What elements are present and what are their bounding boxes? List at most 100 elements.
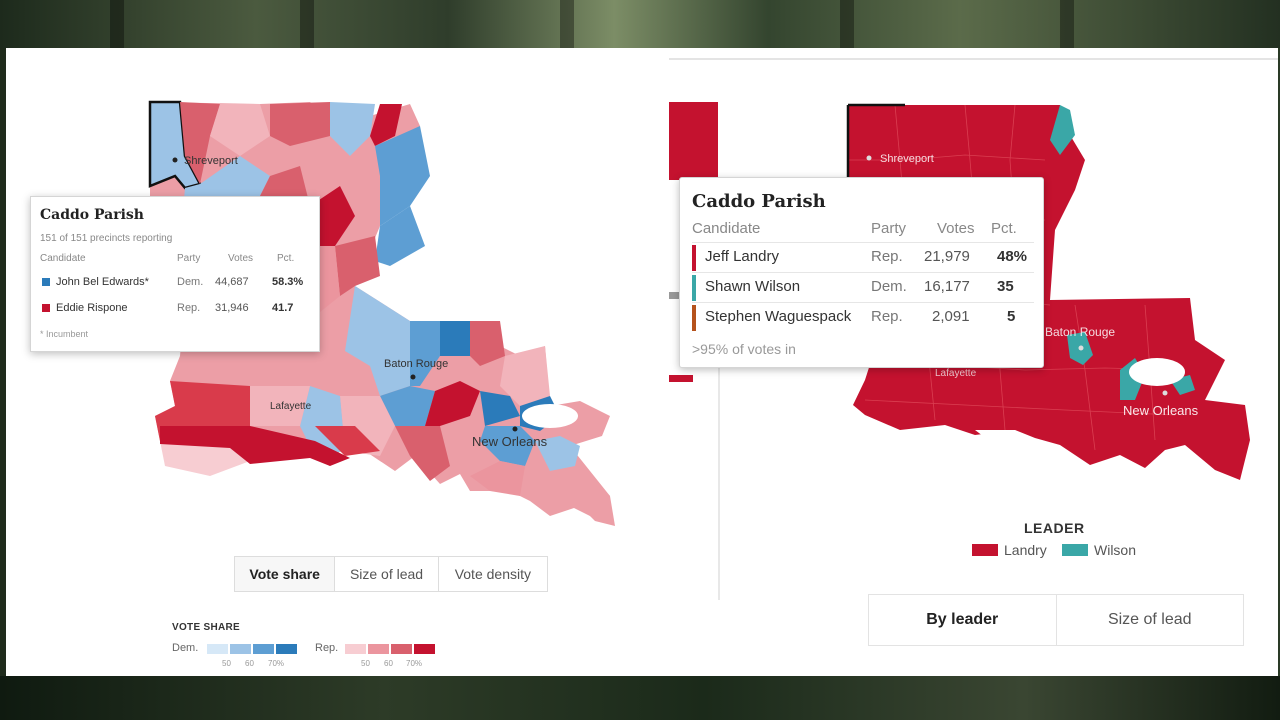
candidate-votes: 44,687 bbox=[215, 276, 249, 288]
candidate-party: Rep. bbox=[177, 302, 201, 314]
legend-dem-swatch bbox=[276, 644, 297, 654]
popup-title: Caddo Parish bbox=[692, 191, 826, 212]
legend-rep-swatch bbox=[345, 644, 366, 654]
party-swatch bbox=[42, 304, 50, 312]
candidate-party: Rep. bbox=[871, 308, 903, 325]
legend-tick: 50 bbox=[361, 659, 370, 668]
legend-dem-label: Dem. bbox=[172, 642, 199, 654]
baton-rouge-marker bbox=[410, 374, 416, 380]
candidate-row: Eddie Rispone Rep. 31,946 41.7 bbox=[40, 297, 312, 321]
candidate-name: Stephen Waguespack bbox=[705, 308, 852, 325]
new-orleans-marker bbox=[512, 426, 518, 432]
legend-rep-swatch bbox=[391, 644, 412, 654]
tab-vote-density[interactable]: Vote density bbox=[454, 566, 531, 582]
city-label-baton-rouge: Baton Rouge bbox=[384, 358, 448, 370]
legend-tick: 50 bbox=[222, 659, 231, 668]
shreveport-marker bbox=[172, 157, 178, 163]
background-beam bbox=[300, 0, 314, 48]
party-color-bar bbox=[692, 305, 696, 331]
legend-tick: 70% bbox=[268, 659, 285, 668]
legend-label: Wilson bbox=[1094, 542, 1137, 558]
background-photo-right bbox=[1278, 48, 1280, 676]
candidate-name: John Bel Edwards* bbox=[56, 276, 149, 288]
candidate-row: Stephen Waguespack Rep. 2,091 5 bbox=[692, 302, 1034, 333]
legend-item-wilson: Wilson bbox=[1062, 542, 1136, 558]
background-photo-left bbox=[0, 48, 6, 676]
left-lake-pontchartrain bbox=[522, 404, 578, 428]
column-header-votes: Votes bbox=[937, 220, 975, 237]
candidate-name: Shawn Wilson bbox=[705, 278, 801, 295]
candidate-pct: 58.3% bbox=[272, 276, 304, 288]
tab-vote-share[interactable]: Vote share bbox=[235, 557, 336, 591]
background-beam bbox=[560, 0, 574, 48]
city-label-lafayette: Lafayette bbox=[270, 401, 312, 412]
city-label-new-orleans: New Orleans bbox=[472, 434, 548, 449]
background-beam bbox=[1060, 0, 1074, 48]
city-label-new-orleans: New Orleans bbox=[1123, 403, 1199, 418]
tab-by-leader[interactable]: By leader bbox=[869, 595, 1057, 645]
right-view-tabs: By leader Size of lead bbox=[868, 594, 1244, 646]
legend-item-landry: Landry bbox=[972, 542, 1047, 558]
column-header-pct: Pct. bbox=[991, 220, 1017, 237]
candidate-pct: 41.7 bbox=[272, 302, 294, 314]
candidate-votes: 2,091 bbox=[932, 308, 970, 325]
candidate-party: Rep. bbox=[871, 248, 903, 265]
ghost-divider bbox=[669, 58, 1278, 60]
popup-title: Caddo Parish bbox=[40, 207, 144, 223]
party-swatch bbox=[42, 278, 50, 286]
legend-tick: 60 bbox=[245, 659, 254, 668]
tab-size-of-lead[interactable]: Size of lead bbox=[1107, 611, 1192, 628]
candidate-row: John Bel Edwards* Dem. 44,687 58.3% bbox=[40, 271, 312, 295]
column-header-candidate: Candidate bbox=[692, 220, 761, 237]
city-label-baton-rouge: Baton Rouge bbox=[1045, 325, 1115, 339]
new-orleans-marker bbox=[1162, 390, 1168, 396]
legend-rep-swatch bbox=[414, 644, 435, 654]
party-color-bar bbox=[692, 275, 696, 301]
baton-rouge-marker bbox=[1078, 345, 1084, 351]
popup-subtitle: 151 of 151 precincts reporting bbox=[40, 233, 173, 244]
party-color-bar bbox=[692, 245, 696, 271]
candidate-party: Dem. bbox=[177, 276, 204, 288]
candidate-votes: 16,177 bbox=[924, 278, 970, 295]
column-header-pct: Pct. bbox=[277, 253, 295, 264]
left-gulf-coast bbox=[160, 426, 380, 466]
legend-rep-swatch bbox=[368, 644, 389, 654]
right-parish-popup: Caddo Parish Candidate Party Votes Pct. … bbox=[679, 177, 1044, 368]
legend-rep-label: Rep. bbox=[315, 642, 339, 654]
column-header-party: Party bbox=[871, 220, 907, 237]
incumbent-note: * Incumbent bbox=[40, 329, 89, 339]
legend-swatch bbox=[1062, 544, 1088, 556]
legend-dem-swatch bbox=[253, 644, 274, 654]
candidate-party: Dem. bbox=[871, 278, 907, 295]
candidate-row: Jeff Landry Rep. 21,979 48% bbox=[692, 242, 1034, 273]
candidate-votes: 31,946 bbox=[215, 302, 249, 314]
votes-in-note: >95% of votes in bbox=[692, 341, 796, 357]
city-label-shreveport: Shreveport bbox=[184, 155, 238, 167]
candidate-pct: 48% bbox=[997, 248, 1028, 265]
tab-size-of-lead[interactable]: Size of lead bbox=[335, 557, 439, 591]
left-view-tabs: Vote share Size of lead Vote density bbox=[234, 556, 548, 592]
column-header-votes: Votes bbox=[228, 253, 254, 264]
ghost-map-fragment bbox=[669, 102, 718, 180]
column-header-candidate: Candidate bbox=[40, 253, 86, 264]
background-beam bbox=[110, 0, 124, 48]
leader-legend-title: LEADER bbox=[1024, 520, 1085, 536]
candidate-pct: 5 bbox=[1007, 308, 1016, 325]
column-header-party: Party bbox=[177, 253, 201, 264]
background-photo-bottom bbox=[0, 676, 1280, 720]
right-water bbox=[975, 358, 1185, 445]
legend-dem-swatch bbox=[207, 644, 228, 654]
legend-tick: 60 bbox=[384, 659, 393, 668]
background-photo-top bbox=[0, 0, 1280, 48]
legend-swatch bbox=[972, 544, 998, 556]
ghost-bar bbox=[669, 375, 693, 382]
city-label-shreveport: Shreveport bbox=[880, 153, 934, 165]
shreveport-marker bbox=[866, 155, 872, 161]
legend-title: VOTE SHARE bbox=[172, 622, 241, 633]
left-parish-popup: Caddo Parish 151 of 151 precincts report… bbox=[30, 196, 320, 352]
candidate-pct: 35 bbox=[997, 278, 1014, 295]
legend-tick: 70% bbox=[406, 659, 423, 668]
candidate-name: Jeff Landry bbox=[705, 248, 779, 265]
legend-label: Landry bbox=[1004, 542, 1047, 558]
candidate-votes: 21,979 bbox=[924, 248, 970, 265]
